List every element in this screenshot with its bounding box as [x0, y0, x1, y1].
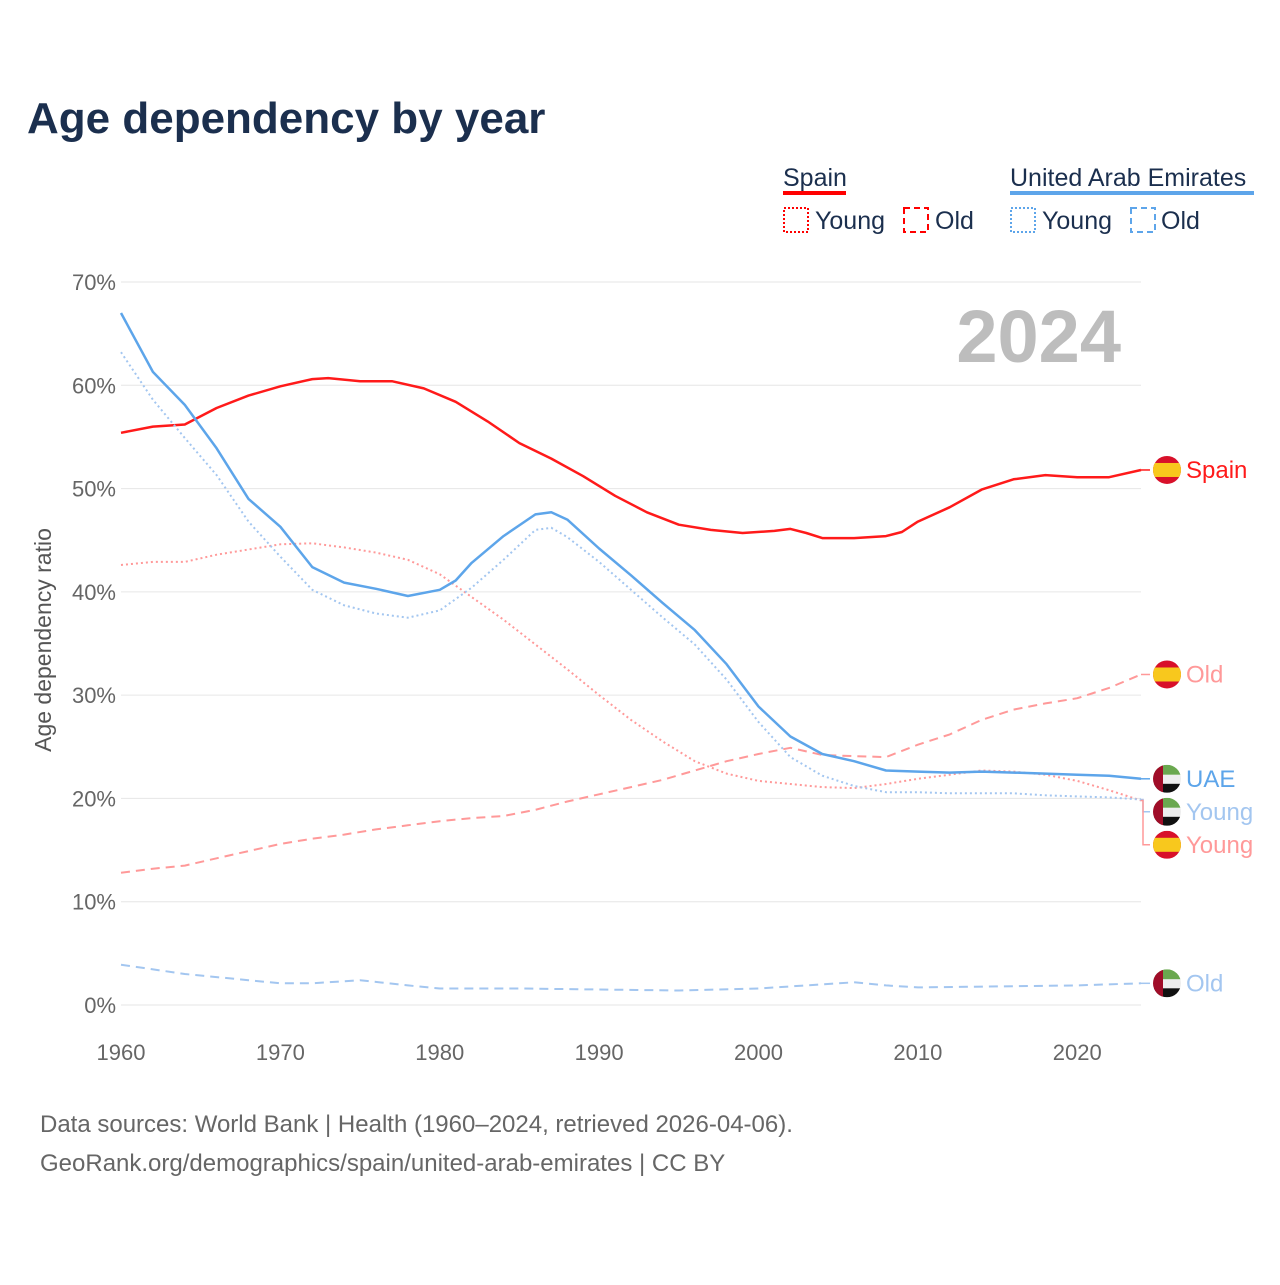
series-line-spain-young[interactable] — [120, 542, 1142, 802]
series-line-united-arab-emirates-young[interactable] — [120, 351, 1142, 801]
legend-uae-underline — [1010, 191, 1254, 195]
series-line-united-arab-emirates[interactable] — [119, 312, 1142, 781]
x-tick-label: 1970 — [256, 1040, 305, 1065]
footer-link[interactable]: GeoRank.org/demographics/spain/united-ar… — [40, 1150, 725, 1177]
chart-title: Age dependency by year — [27, 94, 545, 143]
legend-spain-old-label[interactable]: Old — [935, 207, 974, 235]
y-tick-label: 40% — [72, 580, 116, 605]
end-label-united-arab-emirates-old: Old — [1141, 969, 1223, 998]
x-tick-label: 2020 — [1053, 1040, 1102, 1065]
footer-source: Data sources: World Bank | Health (1960–… — [40, 1111, 793, 1138]
end-label-united-arab-emirates-young: Young — [1141, 797, 1253, 826]
end-label-text: Old — [1186, 970, 1223, 997]
uae-flag-icon — [1153, 764, 1181, 793]
y-axis-ticks: 0% 10% 20% 30% 40% 50% 60% 70% — [72, 270, 116, 1018]
end-label-spain-old: Old — [1141, 660, 1223, 689]
legend-spain-underline — [783, 191, 846, 195]
spain-flag-icon — [1153, 455, 1181, 484]
end-label-text: Young — [1186, 832, 1253, 859]
end-label-spain-young: Young — [1141, 799, 1253, 859]
series-line-united-arab-emirates-old[interactable] — [120, 963, 1142, 992]
y-tick-label: 50% — [72, 477, 116, 502]
legend-uae-young-label[interactable]: Young — [1042, 207, 1112, 235]
gridlines — [121, 281, 1141, 1006]
end-label-text: Spain — [1186, 457, 1247, 484]
legend: Spain Young Old United Arab Emirates You… — [783, 164, 1254, 235]
end-label-text: Old — [1186, 661, 1223, 688]
series-line-spain-old[interactable] — [120, 673, 1142, 874]
uae-flag-icon — [1153, 797, 1181, 826]
x-tick-label: 2000 — [734, 1040, 783, 1065]
x-tick-label: 2010 — [893, 1040, 942, 1065]
spain-flag-icon — [1153, 660, 1181, 689]
year-watermark: 2024 — [956, 295, 1121, 378]
y-tick-label: 60% — [72, 373, 116, 398]
y-tick-label: 10% — [72, 890, 116, 915]
legend-spain-old-swatch[interactable] — [903, 207, 929, 233]
x-tick-label: 1960 — [97, 1040, 146, 1065]
y-tick-label: 20% — [72, 786, 116, 811]
uae-flag-icon — [1153, 969, 1181, 998]
series-line-spain[interactable] — [120, 376, 1142, 540]
end-label-text: UAE — [1186, 766, 1235, 793]
legend-uae-young-swatch[interactable] — [1010, 207, 1036, 233]
y-tick-label: 0% — [84, 993, 116, 1018]
end-labels: Spain Old UAE Young Young Old — [1141, 455, 1253, 998]
y-axis-label: Age dependency ratio — [30, 528, 56, 752]
legend-spain-title[interactable]: Spain — [783, 164, 847, 192]
y-tick-label: 70% — [72, 270, 116, 295]
x-axis-ticks: 1960 1970 1980 1990 2000 2010 2020 — [97, 1040, 1102, 1065]
end-label-spain: Spain — [1141, 455, 1247, 484]
x-tick-label: 1990 — [575, 1040, 624, 1065]
end-label-text: Young — [1186, 799, 1253, 826]
label-connector — [1141, 799, 1150, 846]
y-tick-label: 30% — [72, 683, 116, 708]
x-tick-label: 1980 — [415, 1040, 464, 1065]
end-label-united-arab-emirates: UAE — [1141, 764, 1235, 793]
legend-spain-young-swatch[interactable] — [783, 207, 809, 233]
legend-uae-title[interactable]: United Arab Emirates — [1010, 164, 1246, 192]
series-lines — [119, 312, 1142, 992]
spain-flag-icon — [1153, 830, 1181, 859]
legend-uae-old-swatch[interactable] — [1130, 207, 1156, 233]
legend-uae-old-label[interactable]: Old — [1161, 207, 1200, 235]
legend-spain-young-label[interactable]: Young — [815, 207, 885, 235]
